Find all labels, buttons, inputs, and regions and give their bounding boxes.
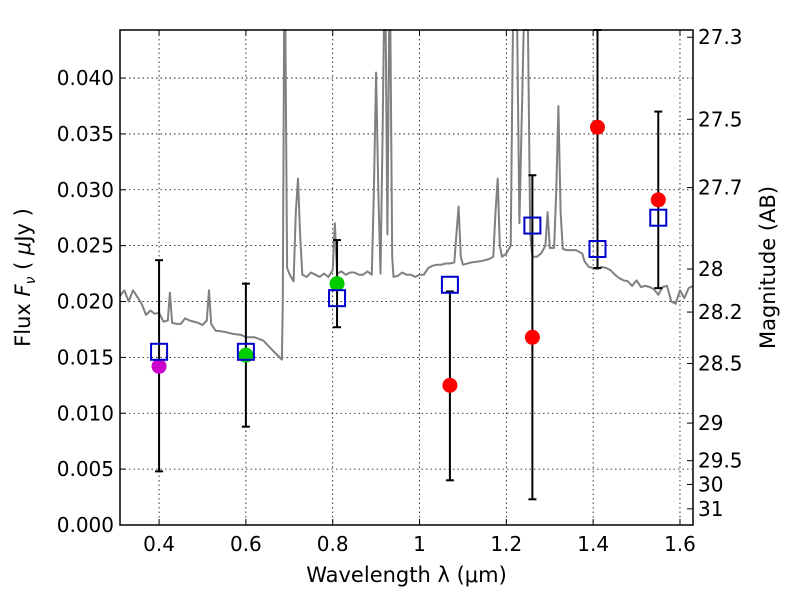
x-tick-label: 1 [413,532,426,556]
model-photometry-point [150,342,169,361]
y-tick-label: 0.005 [57,457,114,481]
y-axis-label-unit-mu: μ [11,242,35,256]
y2-tick-label: 27.7 [698,176,743,200]
spectrum-series [119,29,694,361]
observed-flux-point [590,119,605,135]
observed-flux-series [151,119,666,393]
model-photometry-point [440,275,459,294]
y2-tick-label: 29.5 [698,449,743,473]
y-axis-label: Flux Fν ( μJy ) [11,208,39,347]
y2-tick-label: 28 [698,257,723,281]
x-axis-label: Wavelength λ (μm) [306,563,507,587]
y2-tick-label: 31 [698,497,723,521]
y-tick-label: 0.030 [57,178,114,202]
y2-tick-label: 28.2 [698,300,743,324]
y-tick-label: 0.020 [57,290,114,314]
observed-flux-point [151,358,167,374]
x-axis: 0.4 0.6 0.8 1 1.2 1.4 1.6 [143,30,696,556]
x-tick-label: 1.2 [490,532,522,556]
model-photometry-point [588,240,607,259]
model-photometry-point [649,208,668,227]
observed-flux-point [329,276,345,292]
y2-axis-label: Magnitude (AB) [756,186,780,349]
y-tick-label: 0.040 [57,66,114,90]
y-tick-label: 0.025 [57,234,114,258]
y2-tick-label: 27.5 [698,107,743,131]
model-photometry-point [328,289,347,308]
y-axis-label-symbol: F [11,284,35,297]
y-tick-label: 0.015 [57,345,114,369]
y2-tick-label: 27.3 [698,25,743,49]
y2-tick-label: 28.5 [698,351,743,375]
observed-flux-point [650,192,666,208]
plot-frame [119,29,694,526]
y-axis-label-subscript: ν [23,276,39,284]
y-axis-label-unit: Jy ) [11,208,35,244]
x-tick-label: 0.4 [143,532,175,556]
y-axis: 0.000 0.005 0.010 0.015 0.020 0.025 0.030 0.035… [57,66,126,537]
model-photometry-point [236,342,255,361]
observed-flux-point [442,377,458,393]
y-tick-label: 0.010 [57,401,114,425]
x-tick-label: 1.6 [664,532,696,556]
model-photometry-series [150,208,668,361]
y2-tick-label: 29 [698,411,723,435]
x-tick-label: 0.8 [317,532,349,556]
y-tick-label: 0.000 [57,513,114,537]
y-tick-label: 0.035 [57,122,114,146]
model-photometry-point [523,216,542,235]
y2-tick-label: 30 [698,472,723,496]
y-axis-label-pre: Flux [11,297,35,347]
x-tick-label: 0.6 [230,532,262,556]
grid-lines [120,30,693,526]
y-axis-label-mid: ( [11,255,35,277]
x-tick-label: 1.4 [577,532,609,556]
spectrum-line [119,29,694,361]
observed-flux-point [524,329,540,345]
